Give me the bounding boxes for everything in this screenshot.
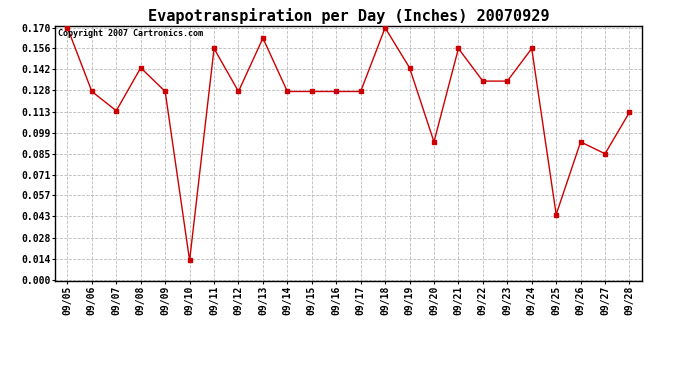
Title: Evapotranspiration per Day (Inches) 20070929: Evapotranspiration per Day (Inches) 2007… [148,8,549,24]
Text: Copyright 2007 Cartronics.com: Copyright 2007 Cartronics.com [58,29,203,38]
